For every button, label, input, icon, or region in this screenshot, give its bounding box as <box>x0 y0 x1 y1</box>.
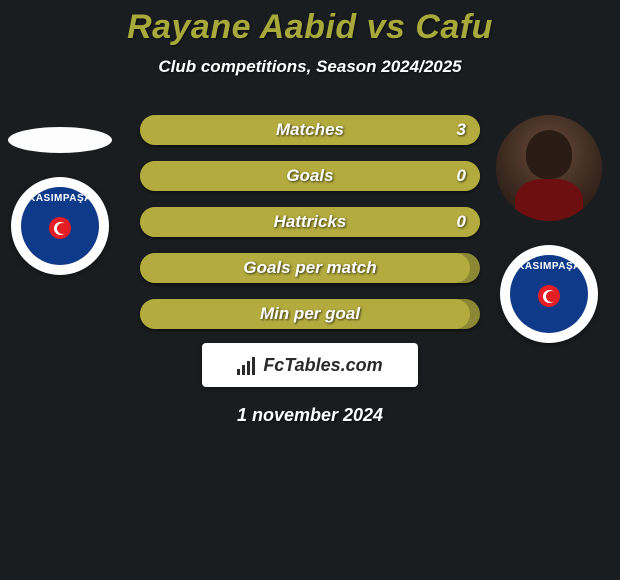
stat-bar: Matches 3 <box>140 115 480 145</box>
turkey-flag-icon <box>538 285 560 307</box>
left-club-badge: KASIMPAŞA <box>11 177 109 275</box>
stat-label: Goals per match <box>243 258 376 278</box>
turkey-flag-icon <box>49 217 71 239</box>
stat-label: Min per goal <box>260 304 360 324</box>
page-title: Rayane Aabid vs Cafu <box>0 0 620 47</box>
stat-value: 3 <box>457 120 466 140</box>
left-player-avatar <box>8 127 112 153</box>
right-club-badge: KASIMPAŞA <box>500 245 598 343</box>
stat-label: Goals <box>286 166 333 186</box>
right-player-avatar <box>496 115 602 221</box>
comparison-content: KASIMPAŞA KASIMPAŞA Matches3Goals0Hattri… <box>0 115 620 426</box>
stat-label: Hattricks <box>274 212 347 232</box>
date-text: 1 november 2024 <box>0 405 620 426</box>
left-club-name: KASIMPAŞA <box>28 193 92 204</box>
branding-box: FcTables.com <box>202 343 418 387</box>
stat-label: Matches <box>276 120 344 140</box>
stat-value: 0 <box>457 166 466 186</box>
right-player-column: KASIMPAŞA <box>496 115 602 343</box>
stat-bar: Goals 0 <box>140 161 480 191</box>
subtitle: Club competitions, Season 2024/2025 <box>0 57 620 77</box>
stats-bars: Matches 3 Goals 0 Hattricks 0 Goals per match M… <box>140 115 480 329</box>
stat-value: 0 <box>457 212 466 232</box>
stat-bar: Goals per match <box>140 253 480 283</box>
right-club-name: KASIMPAŞA <box>517 261 581 272</box>
chart-icon <box>237 355 257 375</box>
stat-bar: Min per goal <box>140 299 480 329</box>
left-player-column: KASIMPAŞA <box>8 115 112 275</box>
branding-text: FcTables.com <box>263 355 382 376</box>
player-photo-icon <box>496 115 602 221</box>
stat-bar: Hattricks 0 <box>140 207 480 237</box>
